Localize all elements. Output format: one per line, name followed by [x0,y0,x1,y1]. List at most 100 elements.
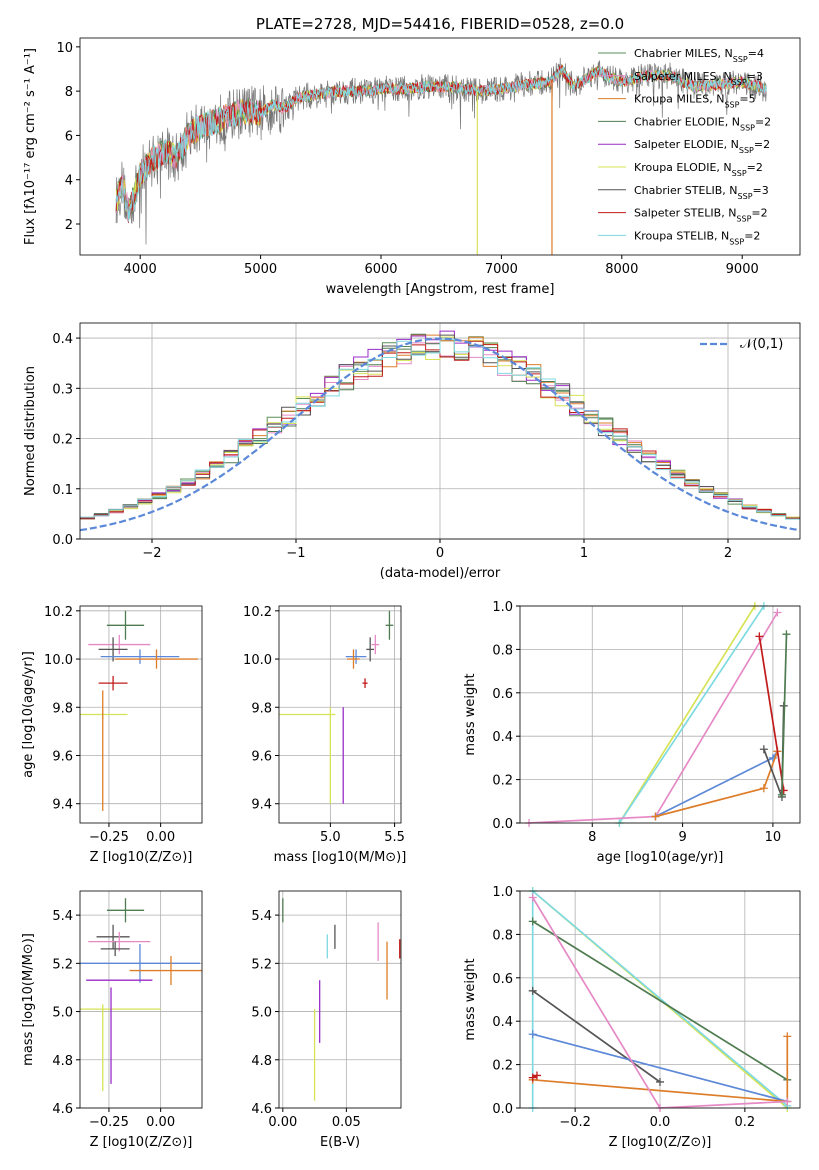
age-vs-Z-ylabel: age [log10(age/yr)] [21,651,36,778]
legend-value: =3 [747,70,763,83]
mass-vs-EBV-ytick-label: 4.8 [251,1054,272,1069]
weight-vs-Z-point-marker [528,917,537,926]
residuals-ytick-label: 0.0 [52,533,73,548]
weight-vs-Z-point-marker [528,1030,537,1039]
mass-vs-Z-ytick-label: 4.6 [52,1102,73,1117]
age-vs-Z-ytick-label: 9.6 [52,749,73,764]
mass-vs-EBV-xtick-label: 0.05 [332,1115,361,1130]
legend-subscript: SSP [724,100,739,109]
legend-entry: Kroupa ELODIE, NSSP=2 [634,161,763,178]
age-vs-Z-ytick-label: 9.8 [52,701,73,716]
legend-subscript: SSP [733,55,748,64]
spectrum-xtick-label: 4000 [124,262,157,277]
weight-vs-age-ytick-label: 0.6 [492,687,513,702]
weight-vs-Z-xtick-label: −0.2 [559,1115,591,1130]
legend-entry: Salpeter MILES, NSSP=3 [634,70,763,87]
normal-legend-label: 𝒩(0,1) [740,337,783,352]
legend-subscript: SSP [732,77,747,86]
weight-vs-Z-xtick-label: 0.2 [735,1115,756,1130]
mass-vs-EBV-frame [278,890,402,1109]
residuals-ytick-label: 0.2 [52,433,73,448]
spectrum-ytick-label: 6 [65,129,73,144]
mass-vs-EBV-ytick-label: 4.6 [251,1102,272,1117]
mass-vs-Z-ytick-label: 5.4 [52,909,73,924]
age-vs-mass-ytick-label: 9.8 [251,701,272,716]
weight-vs-age-series-line [618,606,756,823]
weight-vs-Z-ytick-label: 0.6 [492,972,513,987]
age-vs-mass-xtick-label: 5.0 [320,830,341,845]
residuals-ytick-label: 0.3 [52,382,73,397]
spectrum-frame [79,37,801,256]
weight-vs-age-ylabel: mass weight [463,673,478,755]
spectrum-xtick-label: 6000 [364,262,397,277]
spectrum-xtick-label: 7000 [485,262,518,277]
age-vs-mass-ytick-label: 10.2 [243,605,272,620]
legend-entry: Kroupa STELIB, NSSP=2 [634,229,760,246]
weight-vs-Z-ylabel: mass weight [463,958,478,1040]
spectrum-ytick-label: 4 [65,174,73,189]
residuals-xtick-label: −1 [286,546,305,561]
spectrum-ytick-label: 2 [65,218,73,233]
weight-vs-age-series-line [758,636,785,791]
weight-vs-age-ytick-label: 0.2 [492,774,513,789]
weight-vs-age-frame [519,605,801,824]
spectrum-model-line [115,65,767,222]
weight-vs-Z-series-line [532,1033,788,1103]
chart-title: PLATE=2728, MJD=54416, FIBERID=0528, z=0… [256,15,624,33]
weight-vs-Z-xlabel: Z [log10(Z/Z⊙)] [609,1135,712,1150]
legend-value: =2 [755,115,771,128]
legend-entry: Chabrier ELODIE, NSSP=2 [634,115,771,131]
weight-vs-age-point-marker [759,745,768,754]
weight-vs-age-series-line [528,612,779,823]
weight-vs-age-ytick-label: 0.4 [492,730,513,745]
spectrum-ytick-label: 10 [56,41,73,56]
weight-vs-age-ytick-label: 0.0 [492,817,513,832]
weight-vs-Z-point-marker [783,1032,792,1041]
legend-subscript: SSP [740,123,755,132]
normal-curve [79,337,798,532]
mass-vs-EBV-xlabel: E(B-V) [320,1135,360,1150]
residuals-xtick-label: 0 [436,546,444,561]
weight-vs-Z-point-marker [656,1077,664,1086]
spectrum-model-line [115,64,767,224]
legend-entry: Kroupa MILES, NSSP=5 [634,93,756,110]
age-vs-mass-frame [278,605,402,824]
mass-vs-Z-xtick-label: −0.25 [89,1115,129,1130]
weight-vs-age-point-marker [779,786,788,795]
age-vs-mass-xlabel: mass [log10(M/M⊙)] [274,850,407,865]
residuals-xtick-label: 2 [724,546,732,561]
age-vs-Z-frame [79,605,203,824]
residuals-ylabel: Normed distribution [23,366,38,496]
weight-vs-Z-ytick-label: 1.0 [492,885,513,900]
residuals-ytick-label: 0.4 [52,332,73,347]
age-vs-Z-ytick-label: 10.0 [44,653,73,668]
age-vs-mass-ytick-label: 9.4 [251,798,272,813]
age-vs-mass-ytick-label: 10.0 [243,653,272,668]
legend-value: =2 [754,138,770,151]
weight-vs-age-series-line [655,750,779,818]
weight-vs-age-xtick-label: 10 [765,830,782,845]
weight-vs-age-series-line [781,634,788,795]
legend-entry: Salpeter ELODIE, NSSP=2 [634,138,770,155]
weight-vs-age-ytick-label: 1.0 [492,600,513,615]
spectrum-ylabel: Flux [fλ10⁻¹⁷ erg cm⁻² s⁻¹ A⁻¹] [23,48,38,245]
legend-value: =5 [739,93,755,106]
mass-vs-Z-xtick-label: 0.00 [146,1115,175,1130]
weight-vs-age-xlabel: age [log10(age/yr)] [597,850,724,865]
mass-vs-Z-ylabel: mass [log10(M/M⊙)] [21,933,36,1066]
legend-subscript: SSP [732,169,747,178]
legend-value: =2 [751,207,767,220]
weight-vs-Z-point-marker [528,1073,537,1082]
weight-vs-age-point-marker [651,812,660,821]
weight-vs-age-point-marker [777,790,786,799]
weight-vs-age-point-marker [773,608,782,617]
residual-histogram [80,338,800,520]
weight-vs-age-xtick-label: 8 [588,830,596,845]
mass-vs-Z-ytick-label: 5.2 [52,957,73,972]
weight-vs-Z-point-marker [528,986,537,995]
age-vs-Z-xtick-label: −0.25 [89,830,129,845]
age-vs-Z-xtick-label: 0.00 [146,830,175,845]
weight-vs-Z-series-line [532,990,661,1083]
legend-entry: Salpeter STELIB, NSSP=2 [634,207,768,224]
legend-value: =3 [753,184,769,197]
